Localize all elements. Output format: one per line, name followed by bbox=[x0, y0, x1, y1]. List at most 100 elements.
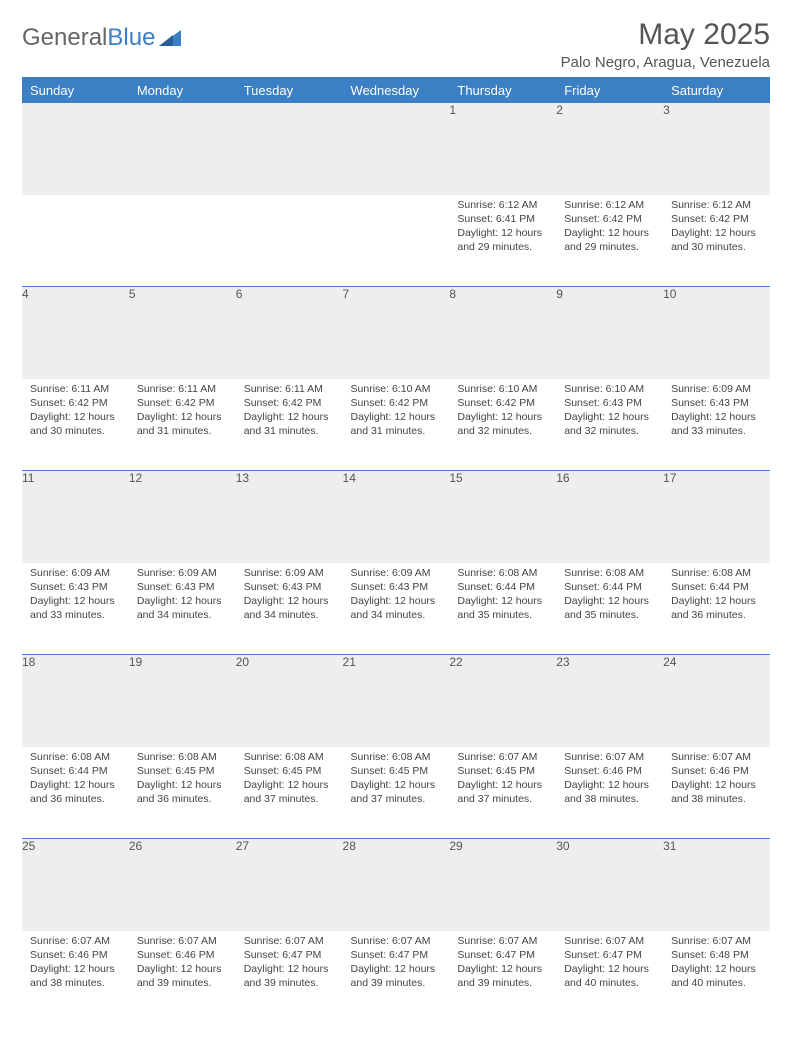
day-number: 25 bbox=[22, 839, 35, 853]
weekday-header-row: Sunday Monday Tuesday Wednesday Thursday… bbox=[22, 78, 770, 103]
day-number-cell: 29 bbox=[449, 839, 556, 931]
day-number-cell: 13 bbox=[236, 471, 343, 563]
day-number: 30 bbox=[556, 839, 569, 853]
day-cell: Sunrise: 6:08 AM Sunset: 6:45 PM Dayligh… bbox=[236, 747, 343, 839]
day-content-row: Sunrise: 6:11 AM Sunset: 6:42 PM Dayligh… bbox=[22, 379, 770, 471]
day-number-cell: 15 bbox=[449, 471, 556, 563]
day-text: Sunrise: 6:07 AM Sunset: 6:45 PM Dayligh… bbox=[449, 747, 556, 813]
day-cell: Sunrise: 6:07 AM Sunset: 6:45 PM Dayligh… bbox=[449, 747, 556, 839]
day-number-cell: 30 bbox=[556, 839, 663, 931]
day-text: Sunrise: 6:10 AM Sunset: 6:42 PM Dayligh… bbox=[449, 379, 556, 445]
day-number: 18 bbox=[22, 655, 35, 669]
logo: GeneralBlue bbox=[22, 24, 185, 52]
day-number-cell: 31 bbox=[663, 839, 770, 931]
day-number-cell: 27 bbox=[236, 839, 343, 931]
day-number: 28 bbox=[343, 839, 356, 853]
day-number-cell: 2 bbox=[556, 103, 663, 195]
day-cell: Sunrise: 6:07 AM Sunset: 6:46 PM Dayligh… bbox=[22, 931, 129, 1023]
day-number: 16 bbox=[556, 471, 569, 485]
day-number: 3 bbox=[663, 103, 670, 117]
day-text: Sunrise: 6:09 AM Sunset: 6:43 PM Dayligh… bbox=[22, 563, 129, 629]
day-number-cell bbox=[236, 103, 343, 195]
day-number: 10 bbox=[663, 287, 676, 301]
day-number: 27 bbox=[236, 839, 249, 853]
day-text: Sunrise: 6:12 AM Sunset: 6:42 PM Dayligh… bbox=[556, 195, 663, 261]
day-number: 14 bbox=[343, 471, 356, 485]
day-number-cell: 25 bbox=[22, 839, 129, 931]
day-number-cell: 5 bbox=[129, 287, 236, 379]
day-text: Sunrise: 6:07 AM Sunset: 6:47 PM Dayligh… bbox=[236, 931, 343, 997]
day-number-cell: 7 bbox=[343, 287, 450, 379]
day-text: Sunrise: 6:11 AM Sunset: 6:42 PM Dayligh… bbox=[129, 379, 236, 445]
day-cell: Sunrise: 6:12 AM Sunset: 6:42 PM Dayligh… bbox=[556, 195, 663, 287]
day-text: Sunrise: 6:07 AM Sunset: 6:46 PM Dayligh… bbox=[663, 747, 770, 813]
day-number-cell: 12 bbox=[129, 471, 236, 563]
day-text bbox=[236, 195, 343, 204]
day-cell: Sunrise: 6:12 AM Sunset: 6:42 PM Dayligh… bbox=[663, 195, 770, 287]
day-number: 19 bbox=[129, 655, 142, 669]
day-text: Sunrise: 6:08 AM Sunset: 6:44 PM Dayligh… bbox=[663, 563, 770, 629]
location: Palo Negro, Aragua, Venezuela bbox=[561, 54, 770, 71]
month-title: May 2025 bbox=[561, 18, 770, 52]
weekday-header: Wednesday bbox=[343, 78, 450, 103]
day-cell: Sunrise: 6:07 AM Sunset: 6:47 PM Dayligh… bbox=[556, 931, 663, 1023]
day-number: 21 bbox=[343, 655, 356, 669]
day-number-cell: 9 bbox=[556, 287, 663, 379]
daynum-row: 11121314151617 bbox=[22, 471, 770, 563]
day-number: 5 bbox=[129, 287, 136, 301]
day-number-cell: 20 bbox=[236, 655, 343, 747]
day-number-cell bbox=[343, 103, 450, 195]
day-cell: Sunrise: 6:10 AM Sunset: 6:42 PM Dayligh… bbox=[343, 379, 450, 471]
day-text: Sunrise: 6:07 AM Sunset: 6:46 PM Dayligh… bbox=[22, 931, 129, 997]
day-number-cell: 19 bbox=[129, 655, 236, 747]
day-cell: Sunrise: 6:09 AM Sunset: 6:43 PM Dayligh… bbox=[343, 563, 450, 655]
day-number-cell: 16 bbox=[556, 471, 663, 563]
day-text: Sunrise: 6:09 AM Sunset: 6:43 PM Dayligh… bbox=[343, 563, 450, 629]
day-text bbox=[22, 195, 129, 204]
header-row: GeneralBlue May 2025 Palo Negro, Aragua,… bbox=[22, 18, 770, 71]
day-cell: Sunrise: 6:11 AM Sunset: 6:42 PM Dayligh… bbox=[22, 379, 129, 471]
day-text: Sunrise: 6:12 AM Sunset: 6:42 PM Dayligh… bbox=[663, 195, 770, 261]
day-text: Sunrise: 6:08 AM Sunset: 6:45 PM Dayligh… bbox=[236, 747, 343, 813]
day-text: Sunrise: 6:08 AM Sunset: 6:44 PM Dayligh… bbox=[556, 563, 663, 629]
day-text: Sunrise: 6:07 AM Sunset: 6:46 PM Dayligh… bbox=[129, 931, 236, 997]
day-cell: Sunrise: 6:10 AM Sunset: 6:42 PM Dayligh… bbox=[449, 379, 556, 471]
day-cell: Sunrise: 6:07 AM Sunset: 6:47 PM Dayligh… bbox=[449, 931, 556, 1023]
day-cell: Sunrise: 6:08 AM Sunset: 6:45 PM Dayligh… bbox=[129, 747, 236, 839]
day-text: Sunrise: 6:11 AM Sunset: 6:42 PM Dayligh… bbox=[236, 379, 343, 445]
day-text: Sunrise: 6:09 AM Sunset: 6:43 PM Dayligh… bbox=[129, 563, 236, 629]
day-cell: Sunrise: 6:10 AM Sunset: 6:43 PM Dayligh… bbox=[556, 379, 663, 471]
day-cell: Sunrise: 6:11 AM Sunset: 6:42 PM Dayligh… bbox=[236, 379, 343, 471]
day-text: Sunrise: 6:07 AM Sunset: 6:46 PM Dayligh… bbox=[556, 747, 663, 813]
day-number: 1 bbox=[449, 103, 456, 117]
day-cell: Sunrise: 6:08 AM Sunset: 6:44 PM Dayligh… bbox=[556, 563, 663, 655]
daynum-row: 18192021222324 bbox=[22, 655, 770, 747]
day-cell: Sunrise: 6:07 AM Sunset: 6:47 PM Dayligh… bbox=[343, 931, 450, 1023]
day-number-cell: 10 bbox=[663, 287, 770, 379]
day-cell: Sunrise: 6:07 AM Sunset: 6:46 PM Dayligh… bbox=[129, 931, 236, 1023]
day-number: 11 bbox=[22, 471, 34, 485]
day-number: 26 bbox=[129, 839, 142, 853]
day-text: Sunrise: 6:08 AM Sunset: 6:45 PM Dayligh… bbox=[129, 747, 236, 813]
day-cell: Sunrise: 6:07 AM Sunset: 6:46 PM Dayligh… bbox=[663, 747, 770, 839]
logo-sail-icon bbox=[159, 28, 185, 48]
day-text: Sunrise: 6:11 AM Sunset: 6:42 PM Dayligh… bbox=[22, 379, 129, 445]
day-text: Sunrise: 6:08 AM Sunset: 6:44 PM Dayligh… bbox=[22, 747, 129, 813]
day-cell: Sunrise: 6:08 AM Sunset: 6:44 PM Dayligh… bbox=[449, 563, 556, 655]
day-cell: Sunrise: 6:09 AM Sunset: 6:43 PM Dayligh… bbox=[236, 563, 343, 655]
day-cell bbox=[22, 195, 129, 287]
day-cell: Sunrise: 6:08 AM Sunset: 6:44 PM Dayligh… bbox=[663, 563, 770, 655]
day-text bbox=[343, 195, 450, 204]
day-number-cell: 14 bbox=[343, 471, 450, 563]
day-content-row: Sunrise: 6:07 AM Sunset: 6:46 PM Dayligh… bbox=[22, 931, 770, 1023]
day-number-cell: 22 bbox=[449, 655, 556, 747]
day-text bbox=[129, 195, 236, 204]
day-cell: Sunrise: 6:08 AM Sunset: 6:44 PM Dayligh… bbox=[22, 747, 129, 839]
day-cell: Sunrise: 6:12 AM Sunset: 6:41 PM Dayligh… bbox=[449, 195, 556, 287]
day-number: 23 bbox=[556, 655, 569, 669]
day-number-cell: 1 bbox=[449, 103, 556, 195]
day-number: 15 bbox=[449, 471, 462, 485]
day-number-cell: 24 bbox=[663, 655, 770, 747]
day-number: 2 bbox=[556, 103, 563, 117]
weekday-header: Tuesday bbox=[236, 78, 343, 103]
